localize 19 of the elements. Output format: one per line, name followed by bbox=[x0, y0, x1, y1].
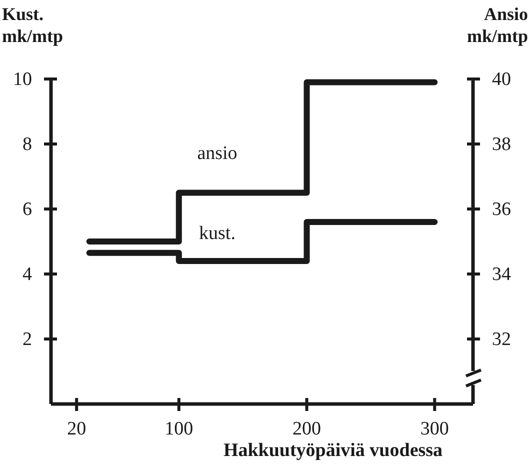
x-tick-label: 200 bbox=[292, 418, 322, 440]
y2-axis-title: Ansio mk/mtp bbox=[466, 4, 528, 46]
y2-tick-label: 38 bbox=[492, 134, 511, 156]
y2-tick-label: 32 bbox=[492, 329, 511, 350]
series-label: ansio bbox=[197, 142, 238, 164]
x-tick-label: 100 bbox=[164, 418, 194, 440]
x-axis-title: Hakkuutyöpäiviä vuodessa bbox=[223, 440, 444, 461]
y2-tick-label: 36 bbox=[492, 199, 511, 220]
y-tick-label: 2 bbox=[22, 329, 32, 350]
x-tick-label: 300 bbox=[420, 418, 449, 440]
y-tick-label: 10 bbox=[13, 69, 32, 90]
y-tick-label: 8 bbox=[22, 134, 32, 156]
y2-tick-label: 40 bbox=[492, 69, 511, 90]
y-tick-label: 4 bbox=[22, 264, 32, 286]
x-tick-label: 20 bbox=[67, 418, 86, 440]
series-label: kust. bbox=[199, 223, 236, 244]
y-tick-label: 6 bbox=[22, 199, 32, 220]
y-axis-title: Kust. mk/mtp bbox=[2, 4, 64, 46]
y2-tick-label: 34 bbox=[492, 264, 512, 286]
